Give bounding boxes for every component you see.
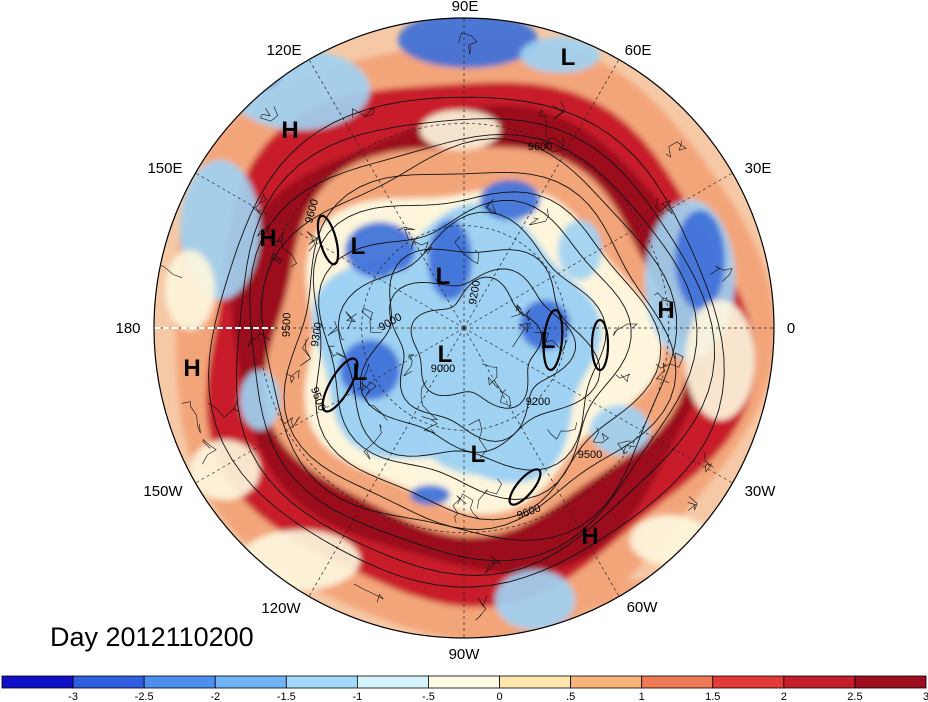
contour-label: 9000 — [431, 363, 455, 375]
pressure-center-l: L — [351, 233, 366, 260]
lon-label-150e: 150E — [147, 160, 182, 177]
pressure-center-h: H — [259, 225, 276, 252]
contour-label: 9500 — [281, 312, 294, 337]
colorbar-tick-label: 2 — [781, 691, 787, 702]
colorbar-swatch — [428, 675, 500, 689]
lat-lon-grid — [154, 18, 774, 638]
lon-label-90e: 90E — [452, 0, 479, 15]
lon-label-60e: 60E — [625, 42, 652, 59]
colorbar: -3 -2.5 -2 -1.5 -1 -.5 0 .5 1 1.5 2 2.5 3 — [1, 675, 928, 702]
pressure-center-l: L — [438, 341, 453, 368]
pressure-center-l: L — [471, 441, 486, 468]
colorbar-tick-label: -2 — [210, 691, 220, 702]
height-contours — [208, 96, 725, 588]
colorbar-swatch — [712, 675, 785, 689]
colorbar-swatch — [214, 675, 287, 689]
colorbar-swatch — [499, 675, 572, 689]
contour-label: 9300 — [309, 321, 325, 347]
map-border — [153, 17, 775, 639]
colorbar-swatch — [1, 675, 74, 689]
colorbar-swatch — [356, 675, 429, 689]
anomaly-field — [154, 18, 774, 638]
lon-label-150w: 150W — [143, 483, 183, 500]
lon-label-120e: 120E — [266, 42, 301, 59]
pressure-center-l: L — [541, 327, 556, 354]
lon-label-90w: 90W — [449, 646, 481, 663]
pressure-center-l: L — [353, 359, 368, 386]
colorbar-tick-label: -2.5 — [135, 691, 154, 702]
pressure-center-h: H — [581, 523, 598, 550]
coastlines — [154, 32, 733, 621]
pressure-center-h: H — [281, 117, 298, 144]
day-title: Day 2012110200 — [50, 622, 254, 652]
colorbar-swatch — [285, 675, 358, 689]
colorbar-swatch — [783, 675, 856, 689]
pressure-center-l: L — [436, 263, 451, 290]
colorbar-swatch — [641, 675, 714, 689]
colorbar-tick-label: -.5 — [422, 691, 435, 702]
colorbar-tick-label: 0 — [496, 691, 502, 702]
contour-label: 9200 — [526, 396, 550, 408]
lon-label-120w: 120W — [261, 600, 301, 617]
colorbar-tick-label: 3 — [923, 691, 928, 702]
lon-label-30w: 30W — [745, 483, 777, 500]
pressure-center-markers: L H H L L L L L L H H H — [183, 44, 674, 550]
contour-label: 9200 — [467, 279, 483, 305]
colorbar-swatch — [143, 675, 216, 689]
lon-label-60w: 60W — [627, 599, 659, 616]
colorbar-tick-label: 1 — [639, 691, 645, 702]
pressure-center-h: H — [657, 297, 674, 324]
longitude-labels: 90E 60E 30E 0 30W 60W 90W 120W 150W 180 … — [115, 0, 795, 663]
colorbar-swatch — [72, 675, 145, 689]
colorbar-tick-label: -1.5 — [277, 691, 296, 702]
lon-label-30e: 30E — [745, 160, 772, 177]
pressure-center-l: L — [561, 44, 576, 71]
pressure-center-h: H — [183, 355, 200, 382]
lon-label-0: 0 — [787, 320, 795, 337]
colorbar-swatch — [570, 675, 643, 689]
colorbar-tick-label: .5 — [566, 691, 575, 702]
lon-label-180: 180 — [115, 320, 140, 337]
contour-label: 9600 — [528, 141, 552, 153]
colorbar-tick-label: -3 — [68, 691, 78, 702]
colorbar-swatch — [854, 675, 927, 689]
colorbar-tick-label: -1 — [352, 691, 362, 702]
contour-label: 9500 — [578, 449, 602, 461]
colorbar-tick-label: 1.5 — [705, 691, 720, 702]
colorbar-tick-label: 2.5 — [847, 691, 862, 702]
